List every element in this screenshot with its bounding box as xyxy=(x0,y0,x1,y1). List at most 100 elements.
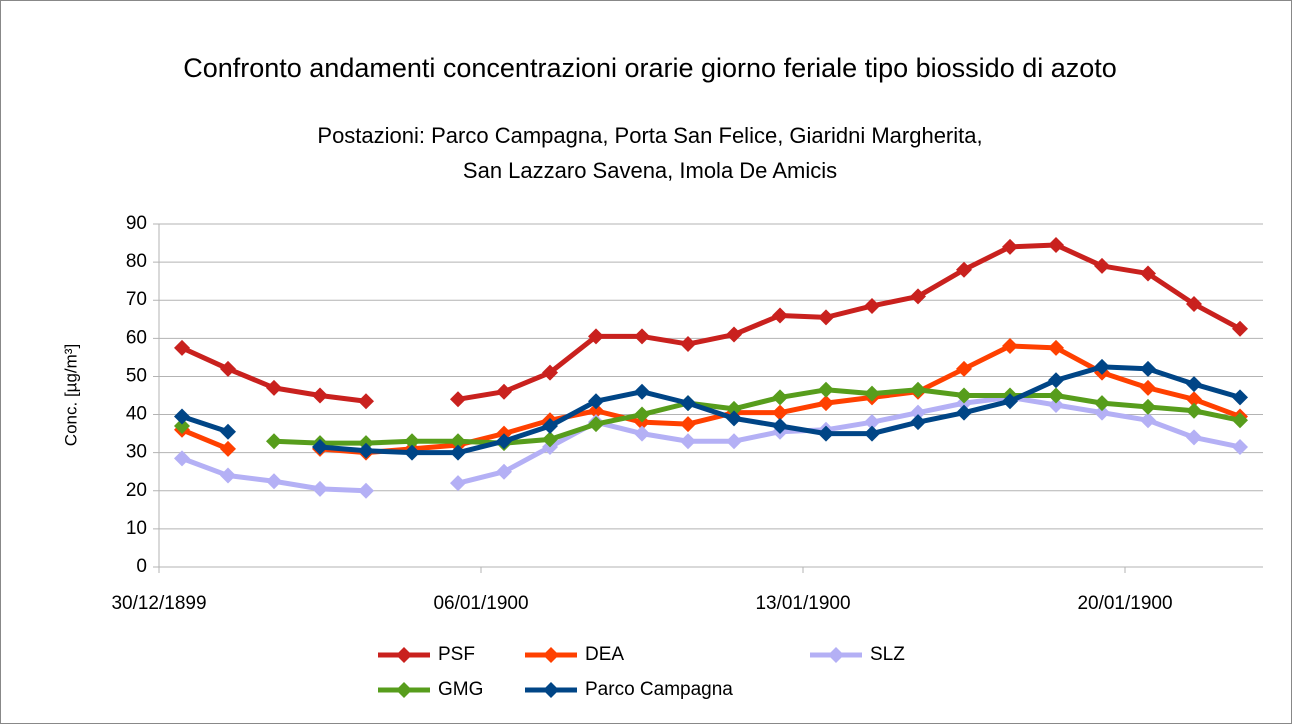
data-point xyxy=(588,402,604,419)
data-point xyxy=(634,328,650,345)
data-point xyxy=(1002,393,1018,410)
data-point xyxy=(266,433,282,450)
x-tick-label: 13/01/1900 xyxy=(755,593,850,614)
y-tick-label: 30 xyxy=(126,442,147,463)
data-point xyxy=(404,433,420,450)
data-point xyxy=(818,425,834,442)
data-point xyxy=(542,431,558,448)
data-point xyxy=(358,393,374,410)
data-point xyxy=(956,387,972,404)
data-point xyxy=(1002,337,1018,354)
data-point xyxy=(1186,429,1202,446)
data-point xyxy=(588,416,604,433)
data-point xyxy=(174,339,190,356)
legend-marker xyxy=(396,682,412,698)
data-point xyxy=(910,288,926,305)
data-point xyxy=(220,360,236,377)
y-tick-label: 70 xyxy=(126,289,147,310)
data-point xyxy=(312,387,328,404)
data-point xyxy=(634,406,650,423)
data-point xyxy=(680,433,696,450)
data-point xyxy=(772,417,788,434)
data-point xyxy=(772,389,788,406)
data-point xyxy=(1094,395,1110,412)
data-point xyxy=(1186,391,1202,408)
data-point xyxy=(1048,236,1064,253)
data-point xyxy=(496,383,512,400)
data-point xyxy=(312,480,328,497)
data-point xyxy=(1140,379,1156,396)
data-point xyxy=(1140,398,1156,415)
data-point xyxy=(1048,387,1064,404)
data-point xyxy=(818,395,834,412)
chart-subtitle: San Lazzaro Savena, Imola De Amicis xyxy=(463,158,837,183)
data-point xyxy=(1186,296,1202,313)
data-point xyxy=(910,404,926,421)
x-tick-label: 30/12/1899 xyxy=(111,593,206,614)
data-point xyxy=(450,391,466,408)
data-point xyxy=(864,425,880,442)
data-point xyxy=(1232,438,1248,455)
data-point xyxy=(1140,360,1156,377)
x-tick-label: 20/01/1900 xyxy=(1077,593,1172,614)
data-point xyxy=(220,423,236,440)
legend-label: DEA xyxy=(585,644,624,665)
legend-marker xyxy=(543,647,559,663)
y-tick-label: 20 xyxy=(126,480,147,501)
data-point xyxy=(450,444,466,461)
data-point xyxy=(1186,376,1202,393)
data-point xyxy=(680,416,696,433)
data-point xyxy=(634,383,650,400)
legend-marker xyxy=(828,647,844,663)
y-tick-label: 90 xyxy=(126,213,147,234)
data-point xyxy=(1140,412,1156,429)
data-point xyxy=(1002,238,1018,255)
data-point xyxy=(1094,358,1110,375)
data-point xyxy=(864,385,880,402)
data-point xyxy=(312,438,328,455)
data-point xyxy=(726,433,742,450)
data-point xyxy=(266,473,282,490)
y-tick-label: 80 xyxy=(126,251,147,272)
data-point xyxy=(956,404,972,421)
data-point xyxy=(680,395,696,412)
data-point xyxy=(1048,372,1064,389)
data-point xyxy=(220,467,236,484)
data-point xyxy=(174,450,190,467)
y-tick-label: 10 xyxy=(126,518,147,539)
data-point xyxy=(1232,389,1248,406)
data-point xyxy=(680,336,696,353)
data-point xyxy=(910,414,926,431)
data-point xyxy=(174,408,190,425)
data-point xyxy=(542,417,558,434)
legend-label: SLZ xyxy=(870,644,905,665)
data-point xyxy=(404,444,420,461)
data-point xyxy=(772,307,788,324)
data-point xyxy=(634,425,650,442)
data-point xyxy=(726,410,742,427)
data-point xyxy=(818,381,834,398)
data-point xyxy=(588,328,604,345)
y-axis-label: Conc. [µg/m³] xyxy=(61,344,80,446)
data-point xyxy=(496,433,512,450)
data-point xyxy=(910,381,926,398)
data-point xyxy=(358,442,374,459)
legend-label: Parco Campagna xyxy=(585,679,733,700)
y-tick-label: 60 xyxy=(126,327,147,348)
data-point xyxy=(726,326,742,343)
data-point xyxy=(450,475,466,492)
data-point xyxy=(1140,265,1156,282)
data-point xyxy=(1094,257,1110,274)
data-point xyxy=(1232,320,1248,337)
legend-label: PSF xyxy=(438,644,475,665)
data-point xyxy=(358,482,374,499)
data-point xyxy=(174,417,190,434)
data-point xyxy=(1094,404,1110,421)
data-point xyxy=(220,440,236,457)
data-point xyxy=(1048,397,1064,414)
data-point xyxy=(542,364,558,381)
data-point xyxy=(772,404,788,421)
y-tick-label: 40 xyxy=(126,404,147,425)
